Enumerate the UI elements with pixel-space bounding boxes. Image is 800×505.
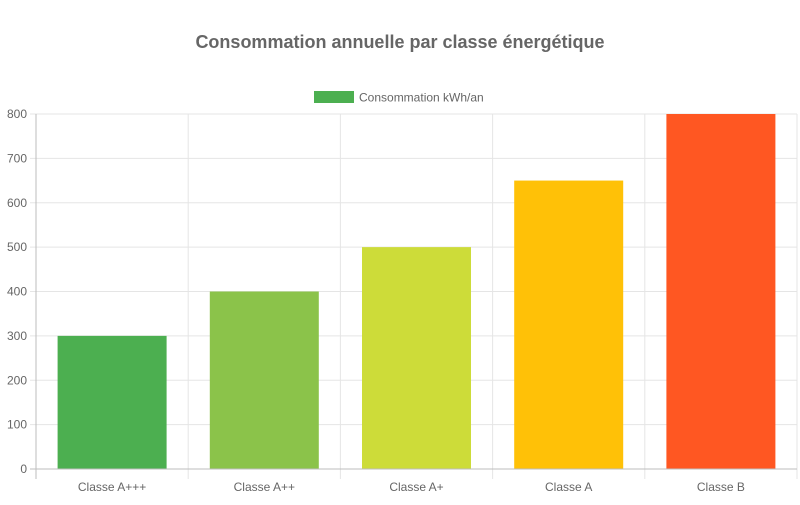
y-tick-label: 300 bbox=[7, 329, 27, 343]
axes: 0 100 200 300 400 500 600 700 800 Classe A+++ Clas… bbox=[7, 107, 797, 494]
bar[interactable] bbox=[514, 180, 624, 469]
y-tick-label: 800 bbox=[7, 107, 27, 121]
x-tick-label: Classe A bbox=[545, 480, 592, 494]
bar[interactable] bbox=[666, 114, 776, 469]
chart-title: Consommation annuelle par classe énergét… bbox=[195, 32, 604, 52]
y-tick-label: 500 bbox=[7, 240, 27, 254]
legend-swatch bbox=[314, 91, 354, 103]
y-tick-label: 400 bbox=[7, 285, 27, 299]
x-tick-label: Classe A+ bbox=[389, 480, 443, 494]
bar[interactable] bbox=[57, 335, 167, 469]
bar[interactable] bbox=[209, 291, 319, 470]
x-tick-label: Classe A++ bbox=[234, 480, 295, 494]
bar[interactable] bbox=[362, 247, 471, 469]
x-tick-label: Classe B bbox=[697, 480, 745, 494]
y-tick-label: 100 bbox=[7, 418, 27, 432]
legend[interactable]: Consommation kWh/an bbox=[314, 91, 484, 105]
bars bbox=[57, 114, 776, 470]
y-tick-label: 700 bbox=[7, 151, 27, 165]
y-tick-label: 200 bbox=[7, 373, 27, 387]
legend-label: Consommation kWh/an bbox=[359, 91, 484, 105]
y-tick-label: 600 bbox=[7, 196, 27, 210]
y-tick-label: 0 bbox=[20, 462, 27, 476]
x-tick-label: Classe A+++ bbox=[78, 480, 146, 494]
